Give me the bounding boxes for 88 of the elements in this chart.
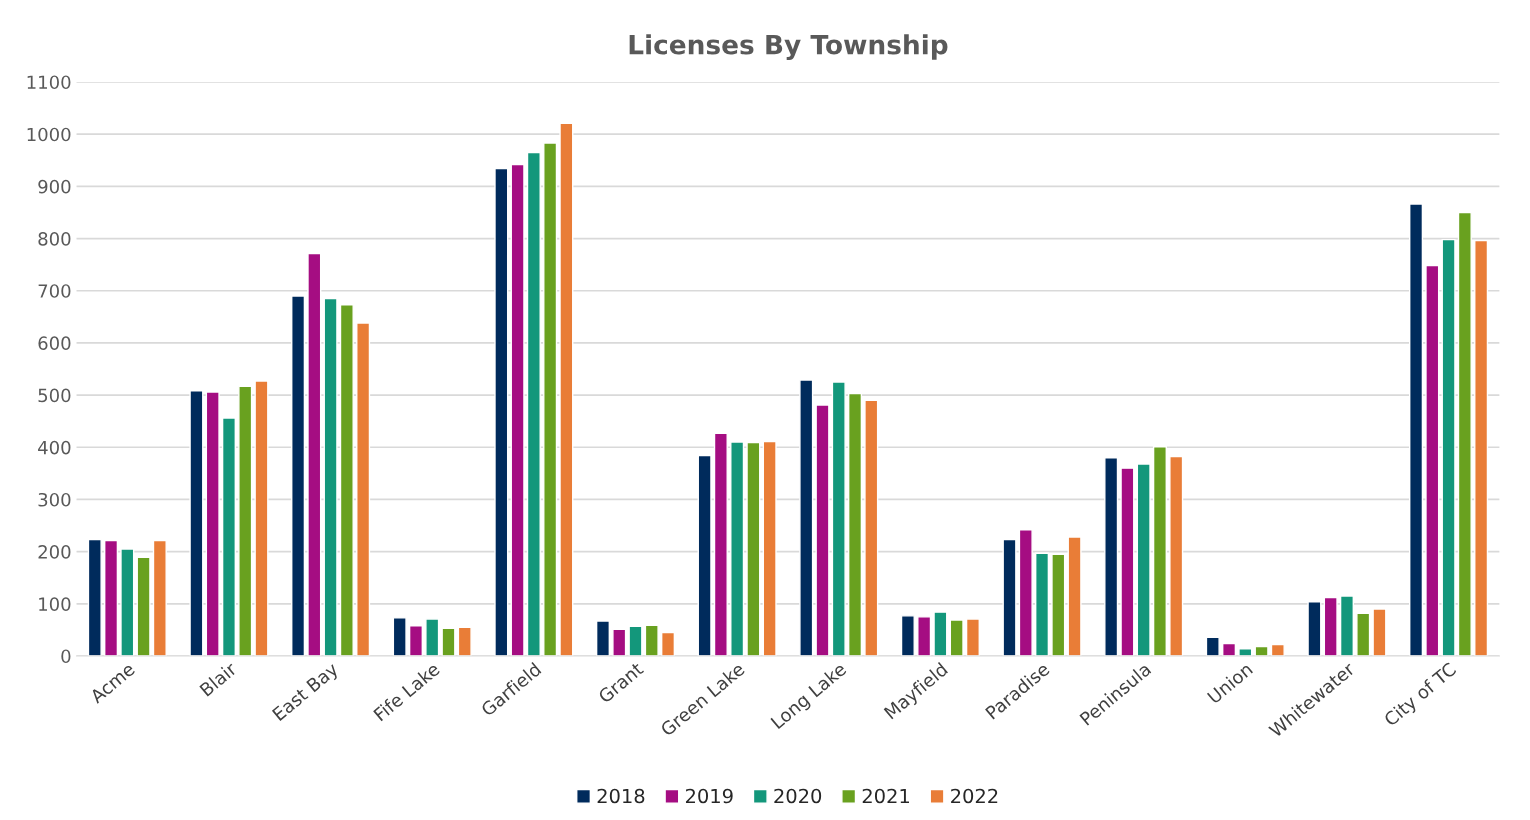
bar bbox=[713, 432, 728, 656]
bar bbox=[392, 617, 407, 656]
bar bbox=[291, 295, 306, 656]
bar bbox=[559, 122, 574, 656]
chart-title: Licenses By Township bbox=[629, 34, 948, 60]
bar bbox=[1035, 552, 1050, 656]
legend-label: 2022 bbox=[951, 788, 998, 804]
bar bbox=[1051, 553, 1066, 656]
bar bbox=[1205, 636, 1220, 656]
y-tick-label: 700 bbox=[38, 284, 71, 298]
bar bbox=[87, 538, 102, 656]
bar bbox=[1002, 538, 1017, 656]
bar bbox=[933, 611, 948, 656]
bar bbox=[965, 618, 980, 656]
bar bbox=[120, 548, 135, 656]
legend-label: 2018 bbox=[597, 788, 645, 804]
bar bbox=[1136, 463, 1151, 656]
bar bbox=[494, 167, 509, 656]
bar bbox=[1270, 643, 1285, 656]
y-tick-label: 1000 bbox=[27, 127, 71, 142]
bar bbox=[1339, 595, 1354, 656]
bar bbox=[152, 539, 167, 656]
bar bbox=[595, 620, 611, 656]
bar bbox=[408, 625, 424, 656]
bar bbox=[815, 404, 830, 656]
bar bbox=[746, 441, 761, 656]
bar bbox=[510, 163, 525, 656]
bar bbox=[1104, 457, 1119, 656]
bar bbox=[1222, 642, 1237, 656]
bar bbox=[799, 379, 814, 656]
legend-label: 2021 bbox=[862, 788, 909, 804]
bar bbox=[254, 380, 269, 656]
bar bbox=[221, 417, 236, 656]
bar bbox=[339, 304, 354, 656]
y-tick-label: 600 bbox=[38, 336, 71, 351]
bar bbox=[441, 627, 456, 656]
bar bbox=[104, 539, 119, 656]
bar bbox=[949, 619, 964, 656]
bar bbox=[900, 615, 915, 656]
bar bbox=[1457, 211, 1472, 656]
legend-label: 2020 bbox=[774, 788, 822, 804]
bar bbox=[697, 454, 712, 656]
bar bbox=[1356, 612, 1371, 656]
bar bbox=[1372, 608, 1387, 656]
bar bbox=[1018, 529, 1033, 656]
bar bbox=[526, 151, 541, 656]
y-tick-label: 100 bbox=[39, 597, 71, 611]
bar bbox=[136, 556, 151, 656]
y-tick-label: 900 bbox=[38, 179, 71, 194]
bar bbox=[847, 392, 863, 656]
y-tick-label: 1100 bbox=[27, 75, 71, 90]
bar bbox=[205, 391, 220, 656]
y-tick-label: 400 bbox=[38, 440, 71, 455]
bar bbox=[831, 381, 846, 656]
y-tick-label: 500 bbox=[38, 388, 71, 403]
bar bbox=[1067, 536, 1082, 656]
bar bbox=[612, 628, 627, 656]
bar bbox=[644, 624, 659, 656]
bar bbox=[323, 297, 338, 656]
bar bbox=[730, 441, 745, 656]
bar bbox=[1307, 601, 1322, 656]
bar bbox=[425, 618, 440, 656]
bar bbox=[660, 631, 676, 656]
bar bbox=[1323, 596, 1338, 656]
bar bbox=[543, 142, 558, 656]
bar bbox=[457, 626, 472, 656]
bar bbox=[1254, 645, 1269, 656]
bar bbox=[307, 252, 322, 656]
bar bbox=[1120, 467, 1135, 656]
bar bbox=[238, 385, 253, 656]
y-tick-label: 0 bbox=[61, 649, 71, 664]
bar bbox=[628, 625, 643, 656]
y-tick-label: 200 bbox=[38, 545, 71, 559]
bar bbox=[1425, 264, 1440, 656]
bar bbox=[1152, 446, 1167, 656]
y-tick-label: 300 bbox=[38, 492, 71, 507]
bar bbox=[1474, 239, 1489, 656]
bar bbox=[917, 616, 932, 656]
bar bbox=[864, 399, 879, 656]
bar bbox=[1441, 238, 1456, 656]
bar bbox=[1169, 455, 1184, 656]
bar bbox=[189, 390, 204, 656]
bar bbox=[1409, 203, 1424, 656]
legend-label: 2019 bbox=[685, 788, 733, 804]
bar bbox=[762, 440, 777, 656]
x-tick-label: City of TC bbox=[1382, 661, 1460, 730]
y-tick-label: 800 bbox=[38, 232, 71, 246]
bar bbox=[356, 322, 371, 656]
